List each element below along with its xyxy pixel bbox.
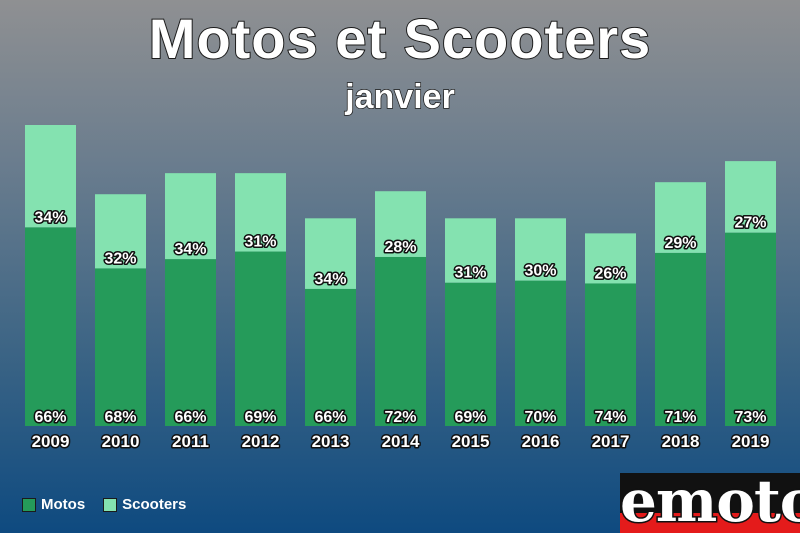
data-label-scooters-2019: 27%	[734, 215, 766, 232]
bar-scooters-2019	[725, 161, 776, 233]
chart-title: Motos et Scooters	[148, 6, 652, 71]
data-label-motos-2009: 66%	[34, 409, 66, 426]
data-label-motos-2019: 73%	[734, 409, 766, 426]
bar-scooters-2014	[375, 191, 426, 257]
legend-item-motos: Motos	[22, 496, 85, 513]
data-label-motos-2010: 68%	[104, 409, 136, 426]
legend-label-motos: Motos	[41, 496, 86, 513]
x-tick-label-2013: 2013	[312, 432, 350, 451]
legend-swatch-scooters	[103, 497, 118, 512]
x-tick-label-2012: 2012	[242, 432, 280, 451]
logo-text: emoto	[620, 473, 800, 533]
bar-scooters-2018	[655, 182, 706, 253]
bar-motos-2009	[25, 227, 76, 426]
data-label-scooters-2018: 29%	[664, 235, 696, 252]
legend-item-scooters: Scooters	[103, 496, 186, 513]
bar-scooters-2015	[445, 218, 496, 283]
x-tick-label-2016: 2016	[522, 432, 560, 451]
x-tick-label-2018: 2018	[662, 432, 700, 451]
bar-motos-2010	[95, 268, 146, 426]
bar-scooters-2010	[95, 194, 146, 269]
x-tick-label-2009: 2009	[32, 432, 70, 451]
x-tick-label-2014: 2014	[382, 432, 420, 451]
data-label-scooters-2011: 34%	[174, 241, 206, 258]
legend: Motos Scooters	[22, 496, 196, 513]
bar-scooters-2012	[235, 173, 286, 252]
data-label-scooters-2013: 34%	[314, 271, 346, 288]
bar-motos-2012	[235, 251, 286, 426]
data-label-scooters-2010: 32%	[104, 250, 136, 267]
data-label-motos-2014: 72%	[384, 409, 416, 426]
data-label-motos-2017: 74%	[594, 409, 626, 426]
data-label-scooters-2009: 34%	[34, 209, 66, 226]
data-label-scooters-2012: 31%	[244, 234, 276, 251]
x-tick-label-2010: 2010	[102, 432, 140, 451]
bar-scooters-2011	[165, 173, 216, 260]
data-label-motos-2018: 71%	[664, 409, 696, 426]
bar-scooters-2017	[585, 233, 636, 284]
bar-scooters-2009	[25, 125, 76, 228]
data-label-motos-2015: 69%	[454, 409, 486, 426]
data-label-motos-2012: 69%	[244, 409, 276, 426]
bar-motos-2016	[515, 280, 566, 426]
bar-scooters-2016	[515, 218, 566, 281]
chart-subtitle: janvier	[344, 77, 455, 117]
bar-motos-2019	[725, 232, 776, 426]
x-tick-label-2019: 2019	[732, 432, 770, 451]
bar-motos-2013	[305, 288, 356, 426]
bar-motos-2015	[445, 282, 496, 426]
logo-red-band	[620, 513, 800, 533]
x-tick-label-2011: 2011	[172, 432, 209, 451]
emoto-logo[interactable]: emoto	[620, 473, 800, 533]
bar-motos-2017	[585, 283, 636, 426]
data-label-scooters-2017: 26%	[594, 265, 626, 282]
data-label-motos-2011: 66%	[174, 409, 206, 426]
data-label-scooters-2014: 28%	[384, 239, 416, 256]
data-label-motos-2013: 66%	[314, 409, 346, 426]
bar-motos-2018	[655, 252, 706, 426]
legend-swatch-motos	[22, 497, 36, 512]
x-tick-label-2017: 2017	[592, 432, 630, 451]
x-tick-label-2015: 2015	[452, 432, 490, 451]
data-label-motos-2016: 70%	[524, 409, 556, 426]
bar-motos-2011	[165, 259, 216, 426]
data-label-scooters-2016: 30%	[524, 263, 556, 280]
bar-motos-2014	[375, 256, 426, 426]
legend-label-scooters: Scooters	[122, 496, 187, 513]
bar-scooters-2013	[305, 218, 356, 289]
data-label-scooters-2015: 31%	[454, 265, 486, 282]
